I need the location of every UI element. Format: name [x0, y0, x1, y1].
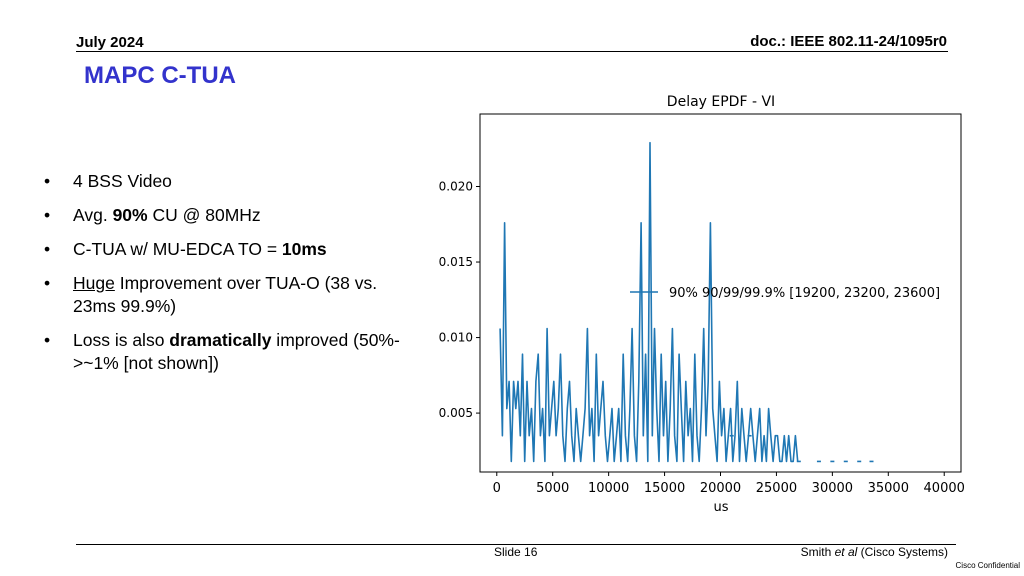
header-date: July 2024: [76, 34, 144, 51]
bullet-text: Avg.: [73, 205, 113, 225]
y-tick-label: 0.015: [439, 255, 473, 269]
series-line: [499, 141, 799, 463]
x-tick-label: 25000: [756, 481, 797, 496]
bullet-text: C-TUA w/ MU-EDCA TO =: [73, 239, 282, 259]
slide-number: Slide 16: [494, 545, 538, 559]
author-org: (Cisco Systems): [857, 545, 948, 559]
bullet-text: 10ms: [281, 239, 327, 259]
y-tick-label: 0.020: [439, 180, 473, 194]
x-tick-label: 20000: [700, 481, 741, 496]
tail-points: [729, 434, 874, 463]
chart-title: Delay EPDF - VI: [667, 94, 775, 110]
bullet-text: 90%: [112, 205, 148, 225]
bullet-item: 4 BSS Video: [44, 170, 424, 193]
header-doc-id: doc.: IEEE 802.11-24/1095r0: [750, 33, 947, 50]
legend-label: 90% 90/99/99.9% [19200, 23200, 23600]: [669, 286, 940, 301]
bullet-text: Improvement over TUA-O (38 vs. 23ms 99.9…: [73, 273, 378, 316]
bullet-item: C-TUA w/ MU-EDCA TO = 10ms: [44, 238, 424, 261]
series-group: [499, 141, 799, 463]
bullet-item: Huge Improvement over TUA-O (38 vs. 23ms…: [44, 272, 424, 318]
bullet-list: 4 BSS Video Avg. 90% CU @ 80MHz C-TUA w/ M…: [44, 170, 424, 386]
x-tick-label: 0: [493, 481, 501, 496]
header-divider: [76, 51, 948, 52]
x-tick-label: 35000: [868, 481, 909, 496]
slide-title: MAPC C-TUA: [84, 62, 236, 89]
y-tick-label: 0.010: [439, 331, 473, 345]
x-tick-label: 5000: [536, 481, 569, 496]
axes-group: 0 5000 10000 15000 20000 25000 30000 35000 40000…: [439, 180, 965, 496]
footer-author: Smith et al (Cisco Systems): [801, 545, 948, 559]
x-tick-label: 40000: [924, 481, 965, 496]
bullet-item: Avg. 90% CU @ 80MHz: [44, 204, 424, 227]
confidential-label: Cisco Confidential: [955, 561, 1020, 570]
delay-epdf-chart: Delay EPDF - VI 0 5000 10000 15000 20000 2500…: [439, 94, 965, 515]
bullet-text: Loss is also: [73, 330, 170, 350]
bullet-text: CU @ 80MHz: [147, 205, 261, 225]
bullet-text: dramatically: [169, 330, 272, 350]
footer-divider: [76, 544, 956, 545]
x-axis-label: us: [713, 500, 728, 515]
x-tick-label: 30000: [812, 481, 853, 496]
legend: 90% 90/99/99.9% [19200, 23200, 23600]: [630, 286, 940, 301]
bullet-item: Loss is also dramatically improved (50%-…: [44, 329, 424, 375]
x-tick-label: 15000: [644, 481, 685, 496]
author-etal: et al: [834, 545, 858, 559]
bullet-text: improved (50%->~1% [not shown]): [73, 330, 400, 373]
author-name: Smith: [800, 545, 835, 559]
x-tick-label: 10000: [588, 481, 629, 496]
bullet-text: 4 BSS Video: [73, 171, 172, 191]
y-tick-label: 0.005: [439, 406, 473, 420]
bullet-text: Huge: [73, 273, 115, 293]
